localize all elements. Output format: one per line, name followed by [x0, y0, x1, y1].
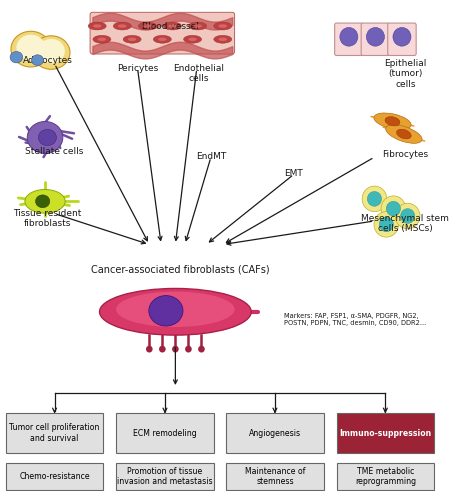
Text: Markers: FAP, FSP1, α-SMA, PDGFR, NG2,
POSTN, PDPN, TNC, desmin, CD90, DDR2...: Markers: FAP, FSP1, α-SMA, PDGFR, NG2, P…	[284, 313, 427, 326]
FancyBboxPatch shape	[6, 413, 103, 453]
Circle shape	[340, 27, 358, 46]
Ellipse shape	[149, 296, 183, 326]
Text: Epithelial
(tumor)
cells: Epithelial (tumor) cells	[384, 59, 427, 89]
Circle shape	[362, 186, 387, 212]
Ellipse shape	[116, 292, 235, 327]
Ellipse shape	[32, 36, 70, 69]
Ellipse shape	[27, 122, 63, 154]
Ellipse shape	[158, 38, 166, 41]
Circle shape	[172, 346, 179, 353]
Ellipse shape	[98, 38, 106, 41]
Text: Fibrocytes: Fibrocytes	[382, 150, 428, 159]
Ellipse shape	[38, 130, 56, 146]
Text: Adipocytes: Adipocytes	[22, 56, 73, 65]
Text: Endothelial
cells: Endothelial cells	[173, 64, 225, 83]
Ellipse shape	[138, 22, 156, 30]
Ellipse shape	[17, 35, 45, 60]
FancyBboxPatch shape	[337, 463, 434, 490]
FancyBboxPatch shape	[388, 23, 416, 55]
Ellipse shape	[93, 35, 111, 43]
Ellipse shape	[123, 35, 141, 43]
Ellipse shape	[100, 288, 251, 335]
Circle shape	[159, 346, 166, 353]
Text: ECM remodeling: ECM remodeling	[133, 429, 197, 437]
Text: Cancer-associated fibroblasts (CAFs): Cancer-associated fibroblasts (CAFs)	[91, 264, 269, 274]
Ellipse shape	[118, 24, 127, 28]
Circle shape	[386, 201, 401, 216]
Text: Tissue resident
fibroblasts: Tissue resident fibroblasts	[13, 209, 82, 228]
Text: Pericytes: Pericytes	[117, 64, 158, 73]
FancyBboxPatch shape	[361, 23, 390, 55]
Text: Promotion of tissue
invasion and metastasis: Promotion of tissue invasion and metasta…	[117, 466, 213, 486]
Circle shape	[367, 191, 382, 206]
Ellipse shape	[37, 39, 65, 63]
Ellipse shape	[143, 24, 152, 28]
Ellipse shape	[188, 38, 197, 41]
Circle shape	[185, 346, 191, 353]
Circle shape	[146, 346, 153, 353]
Text: Mesenchymal stem
cells (MSCs): Mesenchymal stem cells (MSCs)	[361, 214, 449, 233]
Ellipse shape	[128, 38, 137, 41]
Text: Angiogenesis: Angiogenesis	[249, 429, 301, 437]
Text: EMT: EMT	[284, 169, 303, 178]
Ellipse shape	[153, 35, 172, 43]
Ellipse shape	[219, 24, 227, 28]
Ellipse shape	[93, 24, 101, 28]
Ellipse shape	[189, 22, 207, 30]
Circle shape	[381, 196, 406, 221]
FancyBboxPatch shape	[226, 413, 323, 453]
Text: TME metabolic
reprogramming: TME metabolic reprogramming	[355, 466, 416, 486]
Text: Chemo-resistance: Chemo-resistance	[19, 472, 90, 481]
Circle shape	[395, 203, 420, 229]
Text: Immuno-suppression: Immuno-suppression	[339, 429, 431, 437]
Text: Tumor cell proliferation
and survival: Tumor cell proliferation and survival	[9, 423, 100, 443]
Ellipse shape	[10, 52, 23, 63]
Ellipse shape	[11, 31, 51, 67]
Ellipse shape	[168, 24, 177, 28]
Text: Maintenance of
stemness: Maintenance of stemness	[245, 466, 305, 486]
Ellipse shape	[374, 113, 411, 130]
Circle shape	[374, 212, 399, 237]
Text: Blood vessel: Blood vessel	[142, 22, 199, 31]
FancyBboxPatch shape	[226, 463, 323, 490]
FancyBboxPatch shape	[90, 12, 235, 54]
Ellipse shape	[164, 22, 182, 30]
Circle shape	[379, 217, 393, 232]
Ellipse shape	[36, 195, 50, 208]
Ellipse shape	[214, 22, 232, 30]
Circle shape	[198, 346, 205, 353]
Ellipse shape	[219, 38, 227, 41]
Ellipse shape	[183, 35, 201, 43]
Ellipse shape	[32, 55, 44, 65]
Circle shape	[366, 27, 384, 46]
Ellipse shape	[113, 22, 131, 30]
Ellipse shape	[214, 35, 232, 43]
Circle shape	[401, 209, 415, 223]
FancyBboxPatch shape	[6, 463, 103, 490]
Ellipse shape	[193, 24, 202, 28]
FancyBboxPatch shape	[337, 413, 434, 453]
FancyBboxPatch shape	[335, 23, 363, 55]
Circle shape	[393, 27, 411, 46]
Ellipse shape	[386, 125, 422, 143]
Text: EndMT: EndMT	[196, 152, 226, 161]
FancyBboxPatch shape	[117, 463, 213, 490]
Ellipse shape	[385, 117, 400, 126]
Text: Stellate cells: Stellate cells	[25, 147, 84, 156]
Ellipse shape	[397, 129, 411, 139]
FancyBboxPatch shape	[117, 413, 213, 453]
Ellipse shape	[25, 190, 65, 213]
Ellipse shape	[88, 22, 106, 30]
